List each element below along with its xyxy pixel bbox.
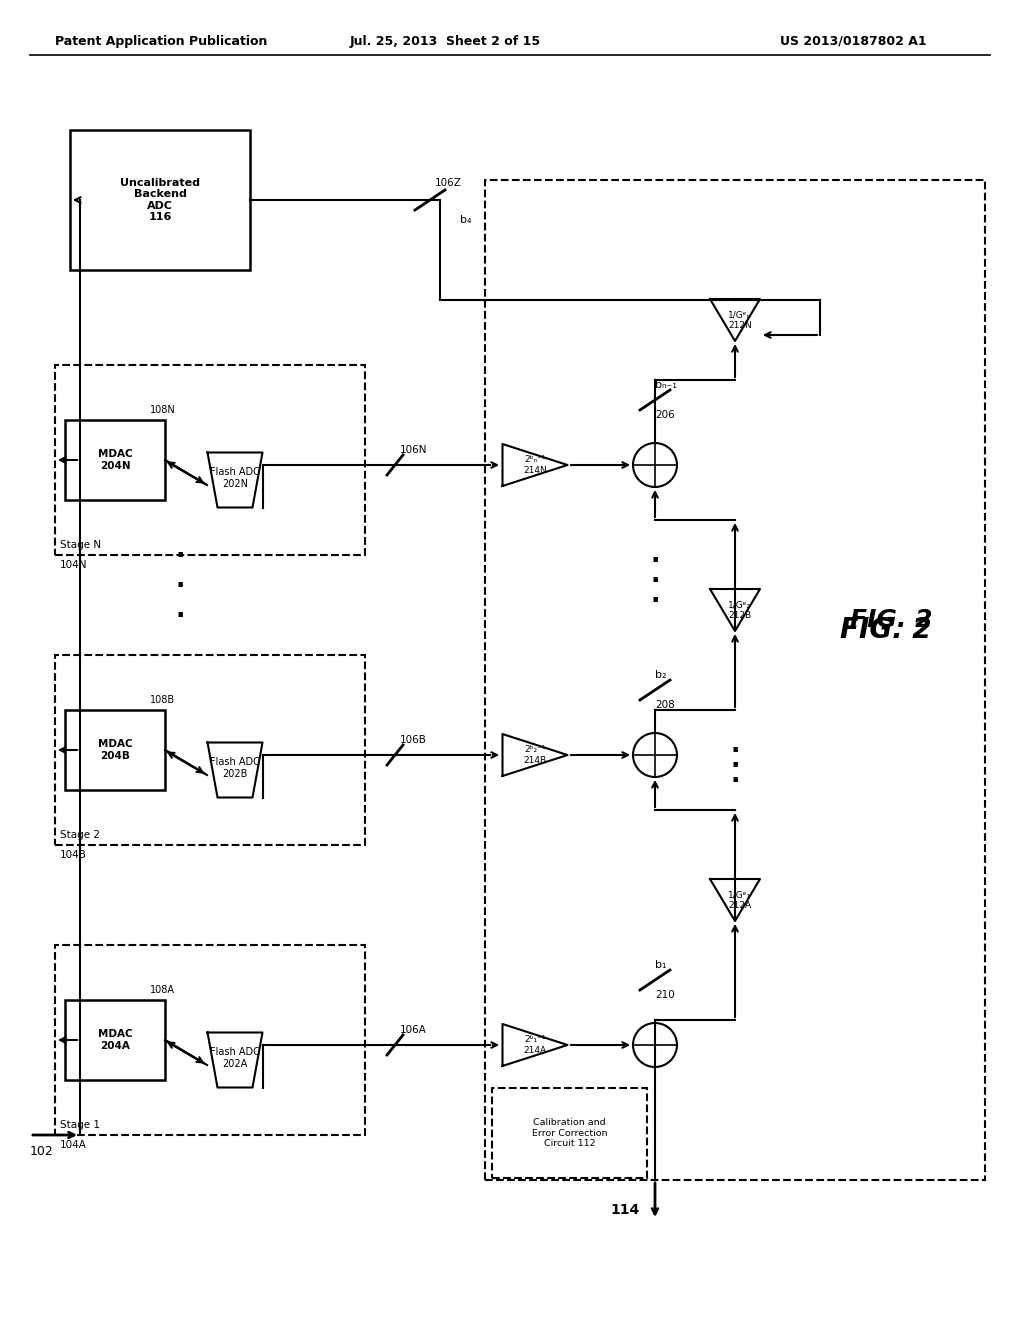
Text: .: . <box>730 763 739 787</box>
Text: 2ᵇ₂⁻¹
214B: 2ᵇ₂⁻¹ 214B <box>523 746 547 764</box>
Text: Calibration and
Error Correction
Circuit 112: Calibration and Error Correction Circuit… <box>531 1118 607 1148</box>
Bar <box>65 710 165 789</box>
Text: FIG. 2: FIG. 2 <box>840 616 932 644</box>
Text: 106A: 106A <box>400 1026 427 1035</box>
Text: 1/Gᵉ₂
212B: 1/Gᵉ₂ 212B <box>728 601 752 619</box>
Text: 208: 208 <box>655 700 675 710</box>
Text: Flash ADC
202B: Flash ADC 202B <box>210 758 260 779</box>
Text: MDAC
204N: MDAC 204N <box>97 449 132 471</box>
Text: Flash ADC
202N: Flash ADC 202N <box>210 467 260 488</box>
Text: 1/Gᵉₙ
212N: 1/Gᵉₙ 212N <box>728 310 752 330</box>
Text: MDAC
204B: MDAC 204B <box>97 739 132 760</box>
Bar <box>55 945 365 1135</box>
Text: US 2013/0187802 A1: US 2013/0187802 A1 <box>780 36 927 48</box>
Bar <box>485 180 985 1180</box>
Bar <box>65 420 165 500</box>
Text: Stage 2: Stage 2 <box>60 830 100 840</box>
Text: 106Z: 106Z <box>435 178 462 187</box>
Text: Uncalibrated
Backend
ADC
116: Uncalibrated Backend ADC 116 <box>120 178 200 222</box>
Text: MDAC
204A: MDAC 204A <box>97 1030 132 1051</box>
Text: Flash ADC
202A: Flash ADC 202A <box>210 1047 260 1069</box>
Text: 108N: 108N <box>150 405 176 414</box>
Text: .: . <box>650 564 659 587</box>
Text: .: . <box>175 598 184 622</box>
Text: Jul. 25, 2013  Sheet 2 of 15: Jul. 25, 2013 Sheet 2 of 15 <box>350 36 541 48</box>
Text: .: . <box>730 748 739 772</box>
Text: .: . <box>175 539 184 562</box>
Text: 108B: 108B <box>150 696 175 705</box>
Text: 1/Gᵉ₁
212A: 1/Gᵉ₁ 212A <box>728 890 752 909</box>
Text: 104A: 104A <box>60 1140 87 1150</box>
Text: FIG. 2: FIG. 2 <box>850 609 933 632</box>
Bar <box>492 1088 647 1177</box>
Text: .: . <box>650 583 659 607</box>
Text: .: . <box>730 733 739 756</box>
Text: Stage N: Stage N <box>60 540 101 550</box>
Text: 206: 206 <box>655 411 675 420</box>
Text: b₂: b₂ <box>655 671 667 680</box>
Text: 106B: 106B <box>400 735 427 744</box>
Text: 108A: 108A <box>150 985 175 995</box>
Text: 114: 114 <box>610 1203 640 1217</box>
Text: 104N: 104N <box>60 560 87 570</box>
Text: Patent Application Publication: Patent Application Publication <box>55 36 267 48</box>
Text: 2ᵇₙ⁻¹
214N: 2ᵇₙ⁻¹ 214N <box>523 455 547 475</box>
Text: .: . <box>175 568 184 591</box>
Text: Stage 1: Stage 1 <box>60 1119 100 1130</box>
Text: .: . <box>650 543 659 568</box>
Bar <box>65 1001 165 1080</box>
Text: b₁: b₁ <box>655 960 667 970</box>
Text: 106N: 106N <box>400 445 427 455</box>
Text: 102: 102 <box>30 1144 53 1158</box>
Text: 104B: 104B <box>60 850 87 861</box>
Text: 2ᵇ₁⁻¹
214A: 2ᵇ₁⁻¹ 214A <box>523 1035 547 1055</box>
Text: bₙ₋₁: bₙ₋₁ <box>655 380 677 389</box>
Text: b₄: b₄ <box>460 215 471 224</box>
Bar <box>55 655 365 845</box>
Bar <box>55 366 365 554</box>
Text: 210: 210 <box>655 990 675 1001</box>
Bar <box>70 129 250 271</box>
